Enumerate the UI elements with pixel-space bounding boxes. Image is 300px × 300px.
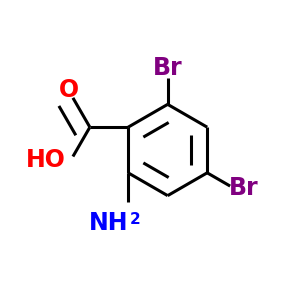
Text: O: O bbox=[59, 78, 80, 102]
Text: 2: 2 bbox=[130, 212, 140, 227]
Text: Br: Br bbox=[153, 56, 182, 80]
Text: Br: Br bbox=[229, 176, 258, 200]
Text: NH: NH bbox=[88, 211, 128, 235]
Text: HO: HO bbox=[26, 148, 66, 172]
